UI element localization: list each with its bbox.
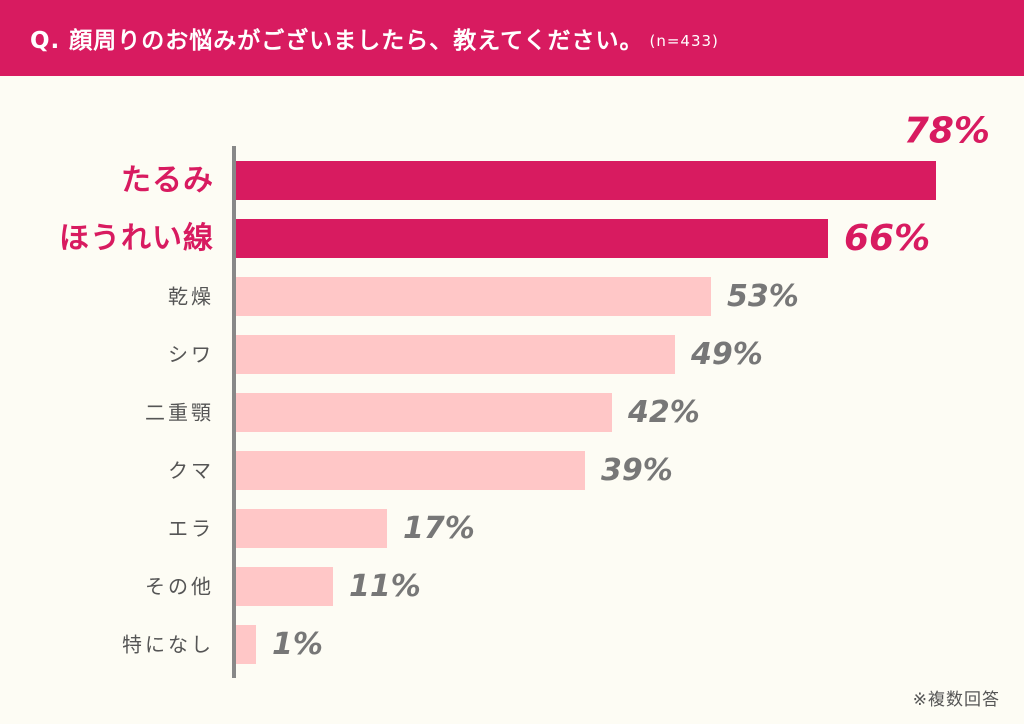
bar-8 — [234, 567, 333, 606]
value-label: 39% — [601, 453, 673, 488]
value-label: 53% — [727, 279, 799, 314]
sample-size: (n=433) — [649, 32, 719, 50]
bar-6 — [234, 451, 585, 490]
category-label: 二重顎 — [145, 401, 214, 425]
value-label: 78% — [904, 111, 990, 152]
category-label: エラ — [168, 517, 214, 541]
value-label: 17% — [403, 511, 475, 546]
bar-2 — [234, 219, 828, 258]
question-title: Q. 顔周りのお悩みがございましたら、教えてください。 — [30, 28, 644, 54]
category-label: ほうれい線 — [59, 221, 214, 256]
value-label: 49% — [690, 337, 763, 372]
bar-3 — [234, 277, 711, 316]
bar-5 — [234, 393, 612, 432]
category-label: クマ — [168, 459, 214, 483]
bar-7 — [234, 509, 387, 548]
bar-1 — [234, 161, 936, 200]
category-label: たるみ — [121, 163, 214, 198]
value-label: 11% — [349, 569, 421, 604]
bar-9 — [234, 625, 256, 664]
category-label: その他 — [145, 575, 214, 599]
value-label: 42% — [627, 395, 700, 430]
category-label: 特になし — [122, 633, 214, 657]
header-bar: Q. 顔周りのお悩みがございましたら、教えてください。 (n=433) — [0, 0, 1024, 76]
bar-4 — [234, 335, 675, 374]
category-label: 乾燥 — [168, 285, 214, 309]
category-label: シワ — [168, 343, 214, 367]
footnote: ※複数回答 — [912, 690, 1000, 710]
value-label: 66% — [844, 218, 930, 259]
value-label: 1% — [272, 627, 323, 662]
